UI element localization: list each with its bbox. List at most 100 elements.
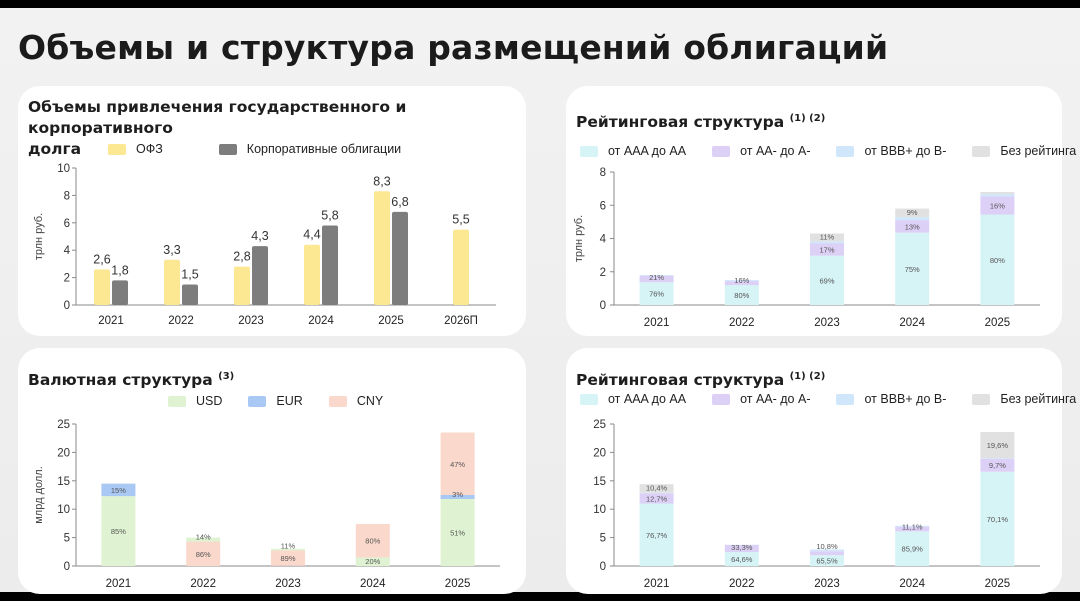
y-tick-label: 15 <box>57 476 70 488</box>
bar-segment <box>980 431 1015 459</box>
bar-segment <box>186 537 221 542</box>
x-tick-label: 2022 <box>168 315 194 327</box>
card-title-text: Валютная структура <box>28 371 213 390</box>
legend-item-eur: EUR <box>248 394 303 408</box>
bar-ofz <box>164 259 180 305</box>
bar-segment <box>895 232 930 305</box>
bar-segment <box>355 557 390 566</box>
legend-item-norating: Без рейтинга <box>972 144 1076 158</box>
card-title-rating-usd: Рейтинговая структура (1) (2) <box>576 366 825 391</box>
bar-corp <box>322 225 338 305</box>
legend-label-aaa: от AAA до AA <box>608 392 687 406</box>
y-tick-label: 0 <box>600 561 606 573</box>
bar-ofz <box>94 269 110 305</box>
legend-swatch-bbb <box>836 393 855 405</box>
legend-item-aa: от AA- до A- <box>712 392 810 406</box>
bar-ofz <box>234 266 250 305</box>
card-title-note: (1) (2) <box>789 113 826 124</box>
y-tick-label: 20 <box>57 447 70 459</box>
bar-segment <box>895 220 930 233</box>
y-tick-label: 4 <box>64 245 71 257</box>
data-label: 4,3 <box>251 229 268 243</box>
legend-label-cny: CNY <box>356 394 384 408</box>
card-title-text: Рейтинговая структура <box>576 371 785 390</box>
y-tick-label: 6 <box>600 200 606 212</box>
card-rating-rub: Рейтинговая структура (1) (2) от AAA до … <box>566 86 1076 336</box>
legend-label-aaa: от AAA до AA <box>608 144 687 158</box>
bar-segment <box>440 498 475 566</box>
legend-label-eur: EUR <box>276 394 303 408</box>
y-tick-label: 8 <box>600 167 606 179</box>
data-label: 47% <box>450 460 465 469</box>
legend-swatch-aa <box>712 393 731 405</box>
legend-label-usd: USD <box>196 394 223 408</box>
y-tick-label: 10 <box>57 504 70 516</box>
card-title-line2: долга <box>28 140 82 158</box>
legend-swatch-norating <box>972 145 991 157</box>
page-title: Объемы и структура размещений облигаций <box>18 28 889 67</box>
bar-ofz <box>453 229 469 305</box>
y-tick-label: 0 <box>600 300 606 312</box>
x-tick-label: 2021 <box>644 578 670 590</box>
x-tick-label: 2025 <box>985 578 1011 590</box>
data-label: 17% <box>819 246 834 255</box>
x-tick-label: 2021 <box>106 578 132 590</box>
bar-segment <box>810 255 844 305</box>
data-label: 89% <box>280 554 295 563</box>
bar-segment <box>639 275 674 283</box>
legend-swatch-aaa <box>580 393 598 405</box>
data-label: 13% <box>905 222 920 231</box>
y-tick-label: 4 <box>600 234 607 246</box>
y-tick-label: 0 <box>64 300 70 312</box>
bar-corp <box>252 246 268 305</box>
data-label: 76% <box>649 290 664 299</box>
legend-swatch-corp <box>218 143 237 155</box>
card-rating-usd: Рейтинговая структура (1) (2) от AAA до … <box>566 348 1076 594</box>
x-tick-label: 2022 <box>729 317 755 329</box>
bar-segment <box>895 526 930 532</box>
bar-segment <box>980 458 1015 459</box>
data-label: 65,5% <box>816 557 838 566</box>
bar-ofz <box>374 191 390 305</box>
y-tick-label: 2 <box>64 273 70 285</box>
bar-segment <box>271 550 305 566</box>
bar-ofz <box>304 244 320 305</box>
bar-segment <box>639 503 674 566</box>
x-tick-label: 2024 <box>899 317 925 329</box>
bar-segment <box>980 191 1015 195</box>
data-label: 64,6% <box>731 555 753 564</box>
data-label: 16% <box>734 276 749 285</box>
data-label: 3,3 <box>163 243 180 257</box>
legend-currency: USD EUR CNY <box>168 394 383 408</box>
legend-label-ofz: ОФЗ <box>136 142 163 156</box>
data-label: 14% <box>196 533 211 542</box>
x-tick-label: 2024 <box>899 578 925 590</box>
card-volumes: Объемы привлечения государственного и ко… <box>18 86 526 336</box>
bar-segment <box>810 241 844 244</box>
bar-segment <box>980 458 1015 472</box>
data-label: 20% <box>365 557 380 566</box>
legend-item-cny: CNY <box>328 394 384 408</box>
data-label: 10,4% <box>646 484 668 493</box>
data-label: 33,3% <box>731 543 753 552</box>
bar-segment <box>895 217 930 221</box>
x-tick-label: 2023 <box>238 315 264 327</box>
bar-segment <box>639 275 674 276</box>
data-label: 8,3 <box>373 174 390 188</box>
data-label: 51% <box>450 528 465 537</box>
bar-segment <box>980 194 1015 197</box>
bar-segment <box>355 523 390 558</box>
data-label: 11,1% <box>902 522 923 531</box>
data-label: 80% <box>365 537 380 546</box>
y-tick-label: 15 <box>593 476 606 488</box>
data-label: 11% <box>820 232 835 241</box>
data-label: 16% <box>990 201 1005 210</box>
bar-segment <box>440 495 475 499</box>
y-tick-label: 20 <box>593 447 606 459</box>
y-tick-label: 25 <box>57 419 70 431</box>
data-label: 21% <box>649 273 664 282</box>
data-label: 1,5 <box>181 267 198 281</box>
y-tick-label: 2 <box>600 267 606 279</box>
x-tick-label: 2024 <box>360 578 386 590</box>
x-tick-label: 2023 <box>814 578 840 590</box>
